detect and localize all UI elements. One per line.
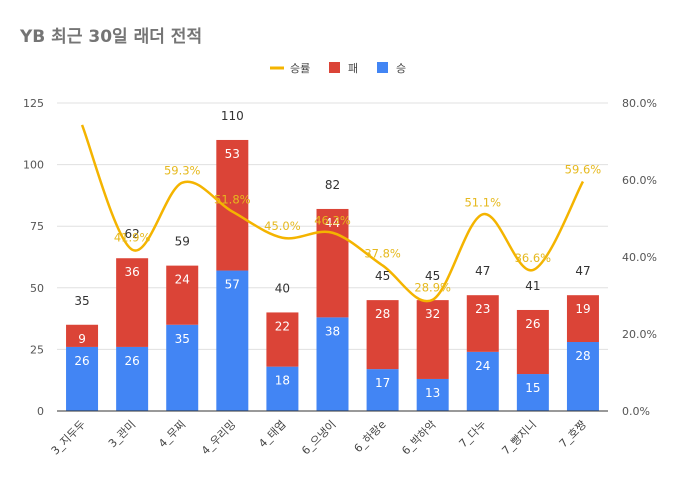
win-rate-label: 59.3% [164, 164, 201, 178]
bars-group [66, 139, 599, 411]
win-rate-label: 28.9% [414, 281, 451, 295]
win-bar [466, 351, 499, 411]
win-bar [216, 270, 249, 411]
win-value-label: 28 [575, 349, 590, 363]
loss-bar [516, 309, 549, 375]
chart-legend: 승률 패 승 [270, 62, 406, 75]
loss-value-label: 26 [525, 317, 540, 331]
legend-label: 승률 [290, 62, 310, 75]
win-rate-line-group [80, 124, 585, 303]
win-value-label: 18 [275, 374, 290, 388]
total-value-label: 45 [375, 269, 390, 283]
win-bar [416, 378, 449, 411]
win-value-label: 24 [475, 359, 490, 373]
left-tick-label: 125 [23, 97, 44, 110]
win-value-label: 26 [124, 354, 139, 368]
legend-label: 승 [396, 62, 406, 75]
left-tick-label: 50 [30, 282, 44, 295]
category-label: 7_다누 [457, 418, 489, 450]
right-tick-label: 40.0% [622, 251, 657, 264]
category-label: 3_관미 [106, 418, 138, 450]
loss-bar [316, 208, 349, 318]
total-value-label: 40 [275, 281, 290, 295]
loss-bar [566, 295, 599, 343]
labels-group: 26 9 35 26 36 62 35 24 59 57 53 110 18 22 40 38 44 82 17 28… [74, 109, 601, 400]
total-value-label: 35 [74, 294, 89, 308]
win-bar [266, 366, 299, 411]
total-value-label: 41 [525, 279, 540, 293]
right-tick-label: 0.0% [622, 405, 650, 418]
win-bar [116, 346, 149, 411]
loss-bar [416, 300, 449, 379]
win-rate-label: 37.8% [364, 246, 401, 260]
win-bar [66, 346, 99, 411]
loss-value-label: 32 [425, 307, 440, 321]
loss-bar [116, 258, 149, 347]
win-value-label: 15 [525, 381, 540, 395]
right-tick-label: 80.0% [622, 97, 657, 110]
loss-value-label: 53 [225, 147, 240, 161]
category-label: 3_지두두 [49, 418, 88, 457]
loss-value-label: 36 [124, 265, 139, 279]
category-label: 7_호짱 [557, 418, 589, 450]
win-rate-label: 46.3% [314, 214, 351, 228]
win-value-label: 26 [74, 354, 89, 368]
category-label: 6_박하악 [399, 417, 439, 457]
win-rate-line [80, 124, 585, 303]
win-rate-label: 45.0% [264, 219, 301, 233]
win-rate-label: 36.6% [515, 251, 552, 265]
loss-value-label: 28 [375, 307, 390, 321]
chart-title: YB 최근 30일 래더 전적 [20, 27, 203, 47]
win-bar [566, 342, 599, 411]
loss-bar [366, 300, 399, 370]
total-value-label: 110 [221, 109, 244, 123]
legend-label: 패 [348, 62, 358, 75]
loss-value-label: 24 [175, 273, 190, 287]
legend-swatch [377, 62, 388, 73]
win-bar [166, 324, 199, 411]
loss-value-label: 22 [275, 319, 290, 333]
total-value-label: 47 [475, 264, 490, 278]
win-value-label: 13 [425, 386, 440, 400]
total-value-label: 82 [325, 178, 340, 192]
left-tick-label: 0 [37, 405, 44, 418]
loss-bar [266, 312, 299, 367]
loss-bar [166, 265, 199, 325]
right-tick-label: 20.0% [622, 328, 657, 341]
win-rate-label: 51.8% [214, 193, 251, 207]
total-value-label: 62 [124, 227, 139, 241]
right-tick-label: 60.0% [622, 174, 657, 187]
total-value-label: 45 [425, 269, 440, 283]
loss-bar [466, 295, 499, 352]
win-bar [366, 369, 399, 411]
loss-value-label: 23 [475, 302, 490, 316]
category-label: 7_빵지니 [499, 418, 538, 457]
left-tick-label: 100 [23, 159, 44, 172]
loss-value-label: 9 [78, 332, 86, 346]
loss-value-label: 19 [575, 302, 590, 316]
win-rate-label: 51.1% [464, 195, 501, 209]
left-tick-label: 25 [30, 343, 44, 356]
win-value-label: 35 [175, 332, 190, 346]
win-bar [316, 317, 349, 411]
category-label: 4_무찌 [156, 418, 188, 450]
loss-bar [66, 324, 99, 347]
total-value-label: 59 [175, 235, 190, 249]
category-label: 4_태엽 [256, 418, 288, 450]
win-bar [516, 374, 549, 411]
total-value-label: 47 [575, 264, 590, 278]
category-label: 6_하랑e [351, 417, 389, 455]
category-label: 6_으냉이 [299, 418, 338, 457]
win-value-label: 17 [375, 376, 390, 390]
legend-swatch [329, 62, 340, 73]
loss-value-label: 44 [325, 216, 340, 230]
win-rate-label: 59.6% [565, 163, 602, 177]
win-value-label: 38 [325, 324, 340, 338]
win-value-label: 57 [225, 278, 240, 292]
left-tick-label: 75 [30, 220, 44, 233]
win-rate-label: 41.9% [114, 231, 151, 245]
category-label: 4_우리밍 [199, 418, 238, 457]
